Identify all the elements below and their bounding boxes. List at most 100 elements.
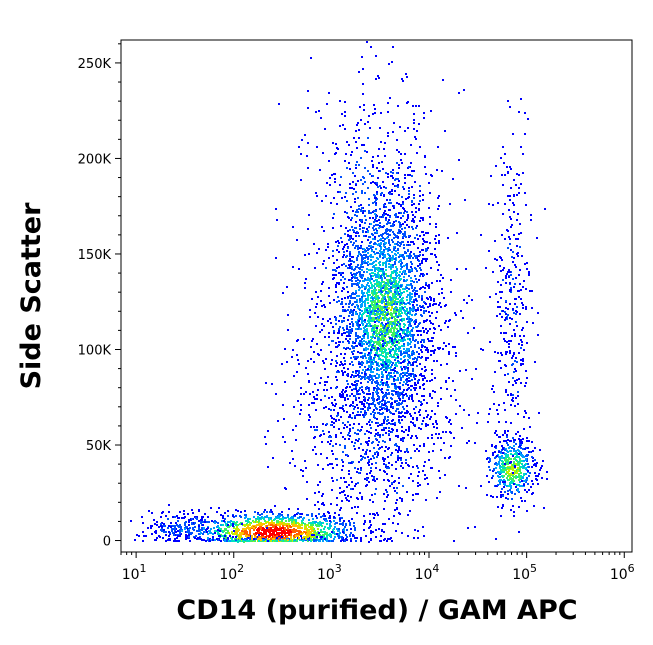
- data-point: [364, 308, 366, 310]
- data-point: [430, 267, 432, 269]
- data-point: [366, 430, 368, 432]
- data-point: [308, 522, 310, 524]
- data-point: [409, 333, 411, 335]
- data-point: [416, 465, 418, 467]
- data-point: [316, 146, 318, 148]
- data-point: [452, 346, 454, 348]
- data-point: [279, 539, 281, 541]
- data-point: [286, 532, 288, 534]
- data-point: [334, 173, 336, 175]
- data-point: [367, 456, 369, 458]
- data-point: [392, 264, 394, 266]
- data-point: [385, 432, 387, 434]
- data-point: [267, 529, 269, 531]
- data-point: [413, 306, 415, 308]
- data-point: [276, 535, 278, 537]
- data-point: [308, 214, 310, 216]
- data-point: [350, 376, 352, 378]
- data-point: [258, 528, 260, 530]
- data-point: [387, 365, 389, 367]
- data-point: [288, 523, 290, 525]
- data-point: [419, 386, 421, 388]
- data-point: [421, 345, 423, 347]
- data-point: [380, 325, 382, 327]
- data-point: [402, 80, 404, 82]
- data-point: [402, 241, 404, 243]
- data-point: [410, 389, 412, 391]
- data-point: [354, 247, 356, 249]
- data-point: [351, 318, 353, 320]
- data-point: [388, 63, 390, 65]
- data-point: [332, 340, 334, 342]
- data-point: [374, 341, 376, 343]
- data-point: [278, 537, 280, 539]
- data-point: [378, 286, 380, 288]
- data-point: [347, 296, 349, 298]
- data-point: [369, 273, 371, 275]
- data-point: [395, 250, 397, 252]
- data-point: [435, 317, 437, 319]
- data-point: [392, 277, 394, 279]
- data-point: [387, 456, 389, 458]
- data-point: [226, 532, 228, 534]
- data-point: [333, 213, 335, 215]
- data-point: [241, 530, 243, 532]
- data-point: [339, 393, 341, 395]
- data-point: [370, 245, 372, 247]
- data-point: [361, 286, 363, 288]
- data-point: [333, 299, 335, 301]
- data-point: [412, 422, 414, 424]
- data-point: [338, 283, 340, 285]
- data-point: [421, 356, 423, 358]
- data-point: [427, 357, 429, 359]
- data-point: [372, 275, 374, 277]
- data-point: [282, 525, 284, 527]
- data-point: [397, 216, 399, 218]
- data-point: [370, 371, 372, 373]
- data-point: [448, 353, 450, 355]
- data-point: [471, 299, 473, 301]
- data-point: [394, 401, 396, 403]
- data-point: [349, 312, 351, 314]
- data-point: [348, 331, 350, 333]
- data-point: [413, 203, 415, 205]
- data-point: [383, 297, 385, 299]
- data-point: [320, 290, 322, 292]
- data-point: [354, 198, 356, 200]
- data-point: [401, 345, 403, 347]
- data-point: [374, 267, 376, 269]
- data-point: [344, 244, 346, 246]
- data-point: [423, 399, 425, 401]
- data-point: [354, 384, 356, 386]
- data-point: [380, 381, 382, 383]
- data-point: [349, 168, 351, 170]
- data-point: [357, 328, 359, 330]
- data-point: [345, 404, 347, 406]
- data-point: [405, 350, 407, 352]
- data-point: [403, 352, 405, 354]
- data-point: [375, 248, 377, 250]
- data-point: [398, 293, 400, 295]
- data-point: [332, 255, 334, 257]
- data-point: [385, 446, 387, 448]
- data-point: [390, 366, 392, 368]
- data-point: [335, 291, 337, 293]
- data-point: [345, 524, 347, 526]
- data-point: [394, 234, 396, 236]
- data-point: [251, 526, 253, 528]
- data-point: [360, 119, 362, 121]
- data-point: [406, 255, 408, 257]
- data-point: [332, 278, 334, 280]
- data-point: [360, 467, 362, 469]
- data-point: [348, 342, 350, 344]
- data-point: [290, 517, 292, 519]
- data-point: [355, 240, 357, 242]
- data-point: [282, 516, 284, 518]
- data-point: [402, 288, 404, 290]
- data-point: [323, 362, 325, 364]
- data-point: [396, 353, 398, 355]
- data-point: [371, 304, 373, 306]
- data-point: [399, 242, 401, 244]
- data-point: [402, 297, 404, 299]
- data-point: [359, 387, 361, 389]
